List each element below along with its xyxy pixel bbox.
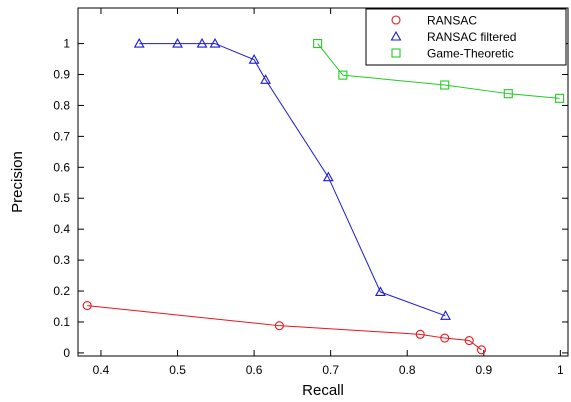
series-line bbox=[139, 43, 446, 317]
data-point bbox=[82, 301, 92, 311]
series-ransac-filtered bbox=[133, 37, 451, 320]
y-tick-label: 0.3 bbox=[53, 253, 70, 267]
data-point bbox=[260, 74, 272, 84]
series-line bbox=[317, 43, 560, 99]
legend-marker bbox=[391, 15, 401, 25]
data-point bbox=[338, 70, 348, 80]
legend-entry: RANSAC filtered bbox=[390, 30, 516, 44]
series-ransac bbox=[82, 301, 487, 355]
y-tick-label: 0.1 bbox=[53, 315, 70, 329]
data-point bbox=[440, 333, 450, 343]
x-tick-label: 0.4 bbox=[93, 363, 110, 377]
data-point bbox=[503, 89, 513, 99]
x-tick-label: 0.9 bbox=[475, 363, 492, 377]
data-point bbox=[274, 321, 284, 331]
data-point bbox=[172, 37, 183, 48]
series-layer bbox=[82, 37, 565, 355]
data-point bbox=[555, 93, 565, 103]
data-point bbox=[415, 329, 425, 339]
y-tick-label: 0.6 bbox=[53, 160, 70, 174]
x-tick-label: 0.5 bbox=[169, 363, 186, 377]
x-axis-label: Recall bbox=[302, 382, 344, 399]
data-point bbox=[374, 286, 386, 297]
legend-entry: Game-Theoretic bbox=[391, 47, 514, 61]
legend-label: RANSAC bbox=[427, 14, 477, 28]
y-axis-label: Precision bbox=[9, 151, 26, 213]
y-tick-label: 0.2 bbox=[53, 284, 70, 298]
series-line bbox=[87, 305, 482, 351]
data-point bbox=[133, 37, 145, 48]
plot-frame bbox=[77, 7, 569, 357]
x-tick-label: 0.6 bbox=[246, 363, 263, 377]
data-point bbox=[322, 171, 334, 182]
data-point bbox=[196, 37, 208, 48]
series-game-theoretic bbox=[313, 39, 565, 103]
data-point bbox=[248, 54, 260, 64]
data-point bbox=[440, 80, 450, 90]
x-tick-label: 1 bbox=[557, 363, 564, 377]
y-tick-label: 0.7 bbox=[53, 129, 70, 143]
ticks: 0.4 0.5 0.6 0.7 0.8 0.9 1 0 0.1 0.2 0.3 0.4 0.5 0.6 0.… bbox=[53, 8, 568, 377]
legend: RANSAC RANSAC filtered Game-Theoretic bbox=[365, 8, 567, 66]
y-tick-label: 1 bbox=[63, 37, 70, 51]
data-point bbox=[209, 37, 221, 48]
data-point bbox=[464, 335, 474, 346]
legend-label: RANSAC filtered bbox=[427, 30, 516, 44]
y-tick-label: 0.8 bbox=[53, 98, 70, 112]
y-tick-label: 0.5 bbox=[53, 191, 70, 205]
legend-entry: RANSAC bbox=[391, 14, 477, 28]
y-tick-label: 0.4 bbox=[53, 222, 70, 236]
data-point bbox=[440, 310, 451, 320]
legend-marker bbox=[390, 30, 402, 41]
y-tick-label: 0 bbox=[63, 346, 70, 360]
y-tick-label: 0.9 bbox=[53, 68, 70, 82]
legend-label: Game-Theoretic bbox=[427, 47, 514, 61]
data-point bbox=[476, 345, 487, 355]
x-tick-label: 0.7 bbox=[322, 363, 339, 377]
legend-marker bbox=[391, 48, 401, 58]
x-tick-label: 0.8 bbox=[399, 363, 416, 377]
data-point bbox=[313, 39, 323, 49]
